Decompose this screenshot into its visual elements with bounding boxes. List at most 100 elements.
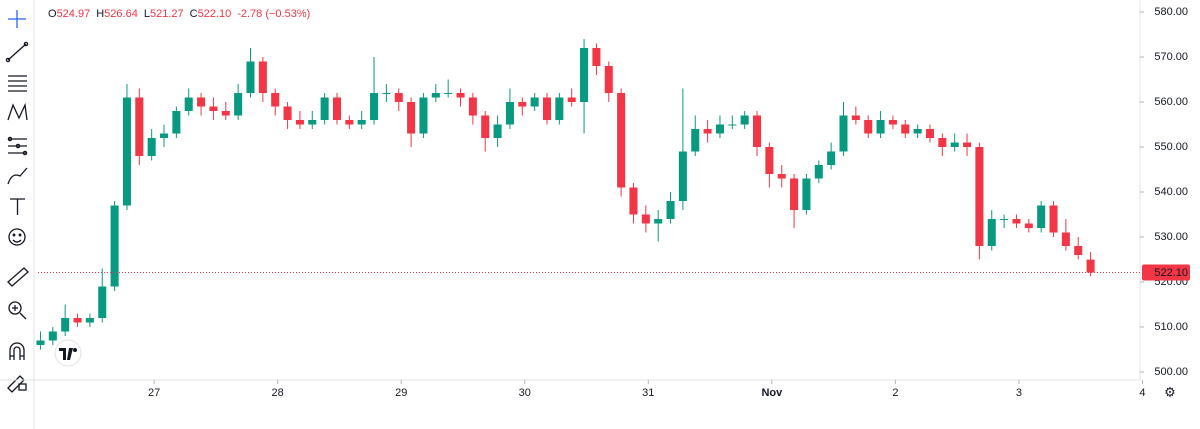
legend-change: -2.78 (−0.53%) (237, 8, 310, 20)
candle-body (122, 97, 131, 206)
y-tick-label: 560.00 (1154, 96, 1188, 108)
candle-body (1012, 219, 1021, 224)
legend-key: C (190, 8, 198, 20)
candle-body (1074, 246, 1083, 255)
brush-tool[interactable] (7, 167, 28, 185)
zoom-tool[interactable] (8, 301, 27, 320)
x-tick-label: 2 (892, 387, 898, 399)
trend-line-tool[interactable] (5, 41, 29, 63)
legend-key: H (96, 8, 104, 20)
candle-body (802, 178, 811, 210)
crosshair-tool[interactable] (8, 10, 26, 28)
candle-body (320, 97, 329, 120)
last-price-label: 522.10 (1154, 267, 1188, 279)
candle-body (481, 115, 490, 138)
candle-body (530, 97, 539, 107)
ohlc-legend: O524.97 H526.64 L521.27 C522.10 -2.78 (−0.53… (48, 8, 310, 20)
forecast-tool[interactable] (7, 136, 28, 156)
x-tick-label: 31 (642, 387, 654, 399)
candle-body (73, 318, 82, 323)
candle-body (851, 115, 860, 120)
candle-body (1049, 205, 1058, 233)
candle-body (1000, 219, 1009, 220)
candle-body (567, 97, 576, 102)
candle-body (135, 97, 144, 156)
legend-value: 521.27 (150, 8, 184, 20)
candle-body (357, 120, 366, 125)
x-tick-label: 29 (395, 387, 407, 399)
candle-body (604, 66, 613, 93)
candle-body (814, 165, 823, 179)
candle-body (98, 286, 107, 318)
candle-body (765, 147, 774, 174)
legend-key: L (144, 8, 150, 20)
candle-body (147, 138, 156, 156)
last-price-box (1142, 264, 1190, 281)
candle-body (246, 61, 255, 93)
candle-body (197, 97, 206, 107)
candle-body (295, 120, 304, 125)
candle-body (332, 97, 341, 120)
candle-body (394, 93, 403, 102)
candle-body (876, 120, 885, 134)
candle-body (555, 97, 564, 120)
candle-body (629, 187, 638, 215)
x-tick-label: 3 (1016, 387, 1022, 399)
candle-body (938, 138, 947, 147)
candle-body (753, 115, 762, 147)
ruler-tool[interactable] (7, 267, 29, 287)
candle-body (703, 129, 712, 134)
legend-key: O (48, 8, 57, 20)
candle-body (777, 174, 786, 179)
candle-body (888, 120, 897, 125)
lock-draw-tool[interactable] (7, 375, 27, 393)
candle-body (827, 151, 836, 165)
candle-body (666, 201, 675, 219)
y-tick-label: 540.00 (1154, 186, 1188, 198)
candle-body (728, 124, 737, 126)
candle-body (987, 219, 996, 246)
tradingview-logo (54, 339, 82, 367)
emoji-tool[interactable] (8, 228, 26, 246)
candle-body (172, 111, 181, 134)
candle-body (678, 151, 687, 201)
x-tick-label: Nov (761, 387, 783, 399)
candle-body (518, 102, 527, 107)
candle-body (221, 111, 230, 116)
candle-body (715, 124, 724, 134)
legend-value: 526.64 (104, 8, 138, 20)
candle-body (592, 48, 601, 66)
candle-body (48, 331, 57, 341)
candle-body (654, 219, 663, 224)
candle-body (283, 106, 292, 120)
candle-body (444, 93, 453, 94)
candle-body (308, 120, 317, 125)
candle-body (345, 120, 354, 125)
candle-body (85, 318, 94, 323)
candle-body (641, 214, 650, 224)
candle-body (431, 93, 440, 98)
x-tick-label: 30 (519, 387, 531, 399)
legend-value: 524.97 (57, 8, 91, 20)
settings-button[interactable]: ⚙ (1164, 384, 1176, 399)
magnet-tool[interactable] (9, 342, 25, 360)
y-tick-label: 570.00 (1154, 51, 1188, 63)
candle-body (271, 93, 280, 107)
text-tool[interactable] (10, 198, 25, 215)
candle-body (975, 147, 984, 246)
candle-body (258, 61, 267, 93)
pattern-tool[interactable] (7, 102, 28, 121)
candle-body (691, 129, 700, 152)
candle-body (963, 142, 972, 147)
candle-body (36, 340, 45, 345)
y-tick-label: 510.00 (1154, 321, 1188, 333)
candle-body (493, 124, 502, 138)
fib-tool[interactable] (8, 75, 27, 92)
candle-body (382, 93, 391, 94)
candle-body (370, 93, 379, 120)
candle-body (110, 205, 119, 287)
candle-body (1086, 259, 1095, 273)
candle-body (1024, 223, 1033, 228)
x-tick-label: 28 (272, 387, 284, 399)
